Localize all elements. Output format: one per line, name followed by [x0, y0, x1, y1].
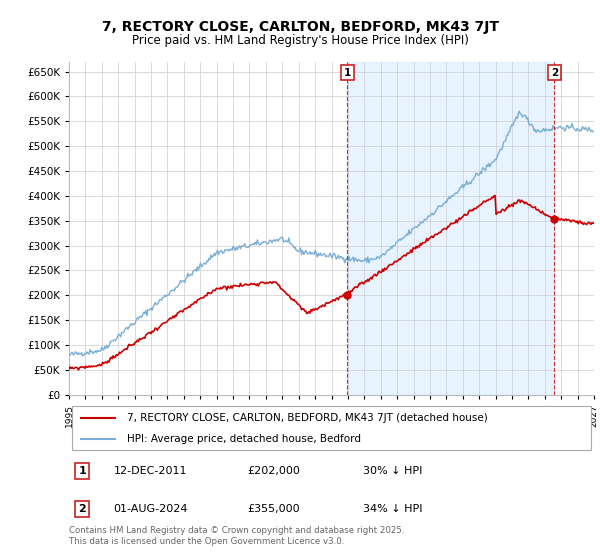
Text: 1: 1	[344, 68, 351, 77]
Text: 7, RECTORY CLOSE, CARLTON, BEDFORD, MK43 7JT (detached house): 7, RECTORY CLOSE, CARLTON, BEDFORD, MK43…	[127, 413, 487, 423]
Text: 2: 2	[551, 68, 558, 77]
Text: 01-AUG-2024: 01-AUG-2024	[113, 504, 188, 514]
Text: Contains HM Land Registry data © Crown copyright and database right 2025.
This d: Contains HM Land Registry data © Crown c…	[69, 526, 404, 546]
Text: £202,000: £202,000	[248, 466, 301, 476]
Text: 30% ↓ HPI: 30% ↓ HPI	[363, 466, 422, 476]
Text: 1: 1	[78, 466, 86, 476]
Text: 34% ↓ HPI: 34% ↓ HPI	[363, 504, 422, 514]
Text: £355,000: £355,000	[248, 504, 300, 514]
Text: Price paid vs. HM Land Registry's House Price Index (HPI): Price paid vs. HM Land Registry's House …	[131, 34, 469, 46]
Text: HPI: Average price, detached house, Bedford: HPI: Average price, detached house, Bedf…	[127, 434, 361, 444]
Text: 12-DEC-2011: 12-DEC-2011	[113, 466, 187, 476]
Text: 2: 2	[78, 504, 86, 514]
FancyBboxPatch shape	[71, 406, 592, 450]
Text: 7, RECTORY CLOSE, CARLTON, BEDFORD, MK43 7JT: 7, RECTORY CLOSE, CARLTON, BEDFORD, MK43…	[101, 20, 499, 34]
